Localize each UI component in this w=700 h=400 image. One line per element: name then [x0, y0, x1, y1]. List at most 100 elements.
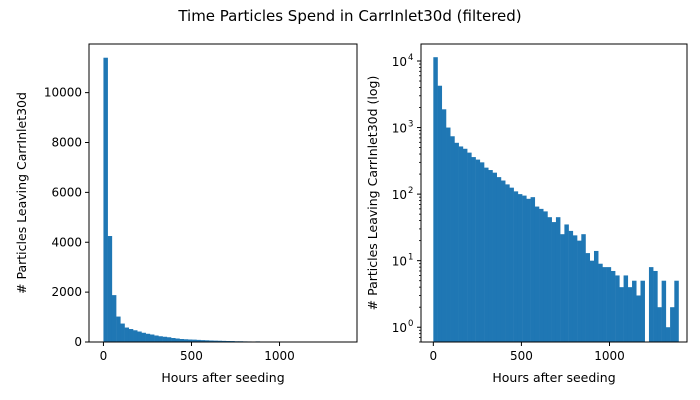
y-tick-exponent: 2	[408, 186, 413, 196]
y-axis-label: # Particles Leaving CarrInlet30d (log)	[365, 76, 380, 311]
histogram-bar	[145, 333, 151, 342]
histogram-bar	[213, 340, 218, 342]
histogram-bar	[162, 336, 168, 342]
histogram-bar	[551, 222, 557, 342]
histogram-bar	[492, 172, 497, 342]
histogram-bar	[530, 197, 536, 342]
plot-frame	[88, 43, 358, 343]
histogram-bar	[640, 280, 645, 342]
y-tick-label: 10	[392, 55, 407, 69]
histogram-bar	[648, 267, 654, 342]
histogram-bar	[204, 340, 210, 342]
histogram-bar	[505, 184, 510, 342]
x-axis-label: Hours after seeding	[492, 370, 615, 385]
histogram-bar	[500, 180, 506, 342]
histogram-bar	[636, 295, 641, 342]
y-tick-label: 0	[74, 335, 82, 349]
histogram-bar	[196, 339, 201, 342]
y-tick-label: 10	[392, 255, 407, 269]
histogram-bar	[585, 253, 591, 342]
x-tick-label: 0	[100, 349, 108, 363]
histogram-bar	[158, 336, 163, 342]
histogram-bar	[577, 240, 582, 342]
histogram-bar	[479, 162, 485, 342]
y-tick-label: 6000	[51, 185, 82, 199]
histogram-bar	[175, 338, 180, 342]
histogram-bar	[581, 234, 586, 342]
histogram-bar	[209, 340, 214, 342]
histogram-bar	[615, 275, 620, 342]
y-tick-label: 10	[392, 122, 407, 136]
y-tick-exponent: 4	[408, 53, 413, 63]
histogram-bar	[572, 235, 578, 342]
histogram-bar	[437, 85, 443, 342]
histogram-bar	[555, 217, 561, 342]
histogram-bar	[534, 206, 540, 342]
histogram-bar	[560, 234, 565, 342]
histogram-bar	[517, 194, 523, 342]
histogram-bar	[128, 329, 134, 342]
x-tick-label: 500	[510, 349, 533, 363]
y-tick-label: 10	[392, 321, 407, 335]
histogram-bar	[602, 267, 607, 342]
histogram-bar	[200, 340, 206, 342]
histogram-bar	[458, 146, 464, 342]
histogram-bar	[589, 260, 595, 342]
histogram-bar	[623, 275, 629, 342]
histogram-bar	[450, 136, 455, 342]
histogram-bar	[133, 330, 138, 342]
y-tick-exponent: 0	[408, 319, 413, 329]
figure-title: Time Particles Spend in CarrInlet30d (fi…	[177, 7, 521, 25]
histogram-bar	[107, 236, 113, 342]
y-tick-label: 8000	[51, 136, 82, 150]
histogram-bar	[475, 159, 481, 342]
histogram-bar	[653, 270, 658, 342]
histogram-bar	[120, 323, 125, 342]
histogram-bar	[593, 250, 599, 342]
histogram-bar	[217, 340, 223, 342]
histogram-bar	[627, 287, 633, 342]
histogram-bar	[484, 167, 489, 342]
x-tick-label: 500	[180, 349, 203, 363]
histogram-bar	[496, 177, 502, 342]
y-tick-label: 10000	[44, 86, 82, 100]
y-tick-label: 4000	[51, 235, 82, 249]
histogram-bar	[166, 337, 172, 342]
histogram-bar	[509, 187, 514, 342]
histogram-bar	[154, 335, 159, 342]
histogram-bar	[116, 316, 121, 342]
histogram-bar	[657, 307, 662, 342]
histogram-bar	[141, 332, 146, 342]
histogram-bar	[619, 287, 624, 342]
histogram-bar	[171, 338, 176, 342]
histogram-bar	[221, 340, 227, 342]
histogram-bar	[526, 198, 531, 342]
histogram-bar	[610, 270, 616, 342]
x-tick-label: 0	[430, 349, 438, 363]
histogram-bar	[564, 224, 569, 342]
histogram-bar	[543, 211, 548, 342]
histogram-bar	[598, 263, 603, 342]
histogram-bar	[568, 230, 574, 342]
x-tick-label: 1000	[594, 349, 625, 363]
plot-frame	[420, 43, 688, 343]
histogram-bar	[539, 208, 544, 342]
histogram-bar	[111, 295, 117, 342]
histogram-bar	[606, 267, 612, 342]
histogram-bar	[670, 307, 675, 342]
histogram-bar	[462, 148, 468, 342]
histogram-bar	[187, 339, 193, 342]
y-axis-label: # Particles Leaving CarrInlet30d	[14, 92, 29, 294]
histogram-bar	[124, 327, 130, 342]
x-axis-label: Hours after seeding	[161, 370, 284, 385]
histogram-bar	[179, 339, 184, 342]
y-tick-exponent: 3	[408, 120, 413, 130]
histogram-bar	[471, 157, 476, 342]
histogram-bar	[192, 339, 197, 342]
y-tick-exponent: 1	[408, 253, 413, 263]
histogram-bar	[674, 280, 679, 342]
histogram-bar	[632, 280, 637, 342]
